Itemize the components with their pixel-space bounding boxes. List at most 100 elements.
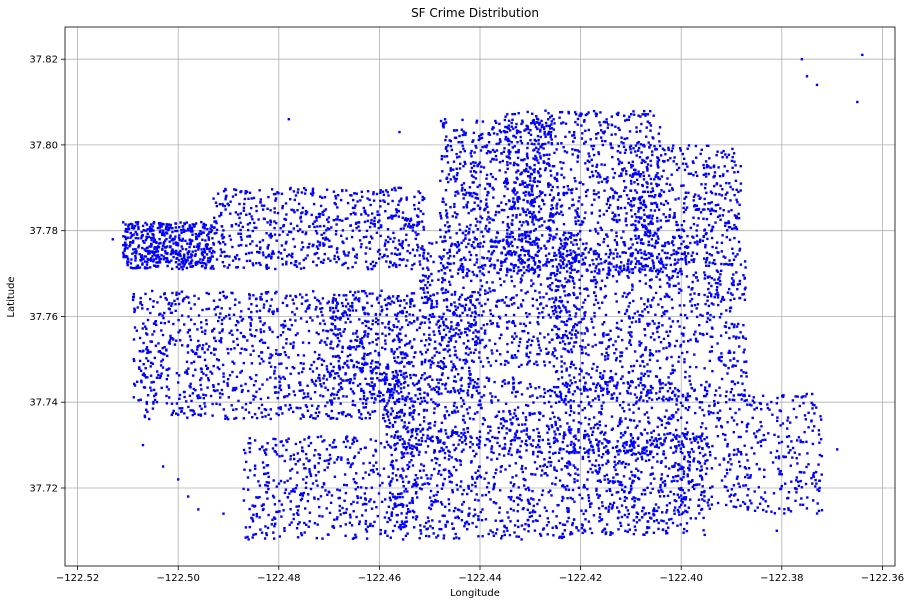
crime-point xyxy=(409,411,413,415)
crime-point xyxy=(451,366,454,369)
crime-point xyxy=(178,238,181,242)
crime-point xyxy=(524,232,527,236)
crime-point xyxy=(471,270,474,274)
crime-point xyxy=(266,221,269,224)
crime-point xyxy=(369,221,373,225)
crime-point xyxy=(340,301,344,305)
crime-point xyxy=(452,313,455,316)
crime-point xyxy=(170,302,174,305)
crime-point xyxy=(414,237,417,241)
crime-point xyxy=(609,142,612,145)
crime-point xyxy=(565,151,569,154)
crime-point xyxy=(191,223,194,226)
crime-point xyxy=(252,384,256,387)
crime-point xyxy=(140,259,143,262)
crime-point xyxy=(574,312,578,315)
crime-point xyxy=(136,233,139,236)
crime-point xyxy=(332,297,335,300)
crime-point xyxy=(537,340,540,343)
crime-point xyxy=(544,167,547,170)
crime-point xyxy=(617,162,621,166)
crime-point xyxy=(174,261,178,264)
crime-point xyxy=(546,258,549,261)
crime-point xyxy=(231,389,235,392)
crime-point xyxy=(505,126,508,129)
crime-point xyxy=(326,388,330,392)
crime-point xyxy=(333,201,336,205)
crime-point xyxy=(239,212,242,215)
crime-point xyxy=(530,190,534,193)
crime-point xyxy=(414,374,417,377)
crime-point xyxy=(586,167,589,170)
crime-point xyxy=(164,257,167,260)
crime-point xyxy=(634,248,638,251)
crime-point xyxy=(371,260,375,263)
crime-point xyxy=(132,295,135,299)
crime-point xyxy=(156,301,159,304)
crime-point xyxy=(485,152,489,155)
crime-point xyxy=(481,245,485,248)
crime-point xyxy=(147,235,151,239)
crime-point xyxy=(203,255,206,259)
crime-point xyxy=(571,256,574,259)
crime-point xyxy=(131,224,134,227)
crime-point xyxy=(307,307,311,310)
crime-point xyxy=(313,350,317,354)
crime-point xyxy=(468,227,471,230)
crime-point xyxy=(668,183,672,186)
crime-point xyxy=(657,208,661,211)
crime-point xyxy=(452,386,455,390)
crime-point xyxy=(433,388,436,392)
crime-point xyxy=(644,231,647,234)
crime-point xyxy=(508,207,511,210)
crime-point xyxy=(193,245,196,248)
crime-point xyxy=(685,162,688,166)
crime-point xyxy=(296,209,299,212)
crime-point xyxy=(327,220,330,224)
crime-point xyxy=(457,333,460,336)
crime-point xyxy=(442,200,445,204)
crime-point xyxy=(398,346,401,349)
crime-point xyxy=(341,304,345,308)
crime-point xyxy=(477,314,480,317)
crime-point xyxy=(283,351,287,354)
crime-point xyxy=(305,405,309,409)
crime-point xyxy=(178,234,181,237)
crime-point xyxy=(721,214,725,217)
crime-point xyxy=(323,252,326,256)
crime-point xyxy=(506,270,509,274)
crime-point xyxy=(511,113,514,116)
crime-point xyxy=(444,147,448,150)
crime-point xyxy=(174,303,177,306)
crime-point xyxy=(323,209,326,212)
crime-point xyxy=(668,214,671,217)
crime-point xyxy=(413,304,416,307)
crime-point xyxy=(361,345,364,348)
crime-point xyxy=(325,365,329,368)
crime-point xyxy=(694,208,698,211)
crime-point xyxy=(176,297,179,301)
crime-point xyxy=(563,238,566,241)
crime-point xyxy=(232,340,235,343)
crime-point xyxy=(552,196,555,199)
crime-point xyxy=(292,227,295,230)
crime-point xyxy=(404,344,407,347)
crime-point xyxy=(437,386,441,389)
crime-point xyxy=(240,310,243,313)
crime-point xyxy=(694,144,698,148)
crime-point xyxy=(626,137,629,140)
crime-point xyxy=(157,242,161,245)
crime-point xyxy=(406,294,409,298)
crime-point xyxy=(672,144,675,147)
crime-point xyxy=(617,158,620,161)
crime-point xyxy=(205,319,208,322)
crime-point xyxy=(701,208,705,211)
crime-point xyxy=(167,228,171,231)
crime-point xyxy=(475,121,478,124)
crime-point xyxy=(334,333,337,337)
crime-point xyxy=(223,265,226,268)
crime-point xyxy=(400,244,403,248)
crime-point xyxy=(332,190,336,193)
crime-point xyxy=(449,169,452,172)
crime-point xyxy=(263,217,266,221)
